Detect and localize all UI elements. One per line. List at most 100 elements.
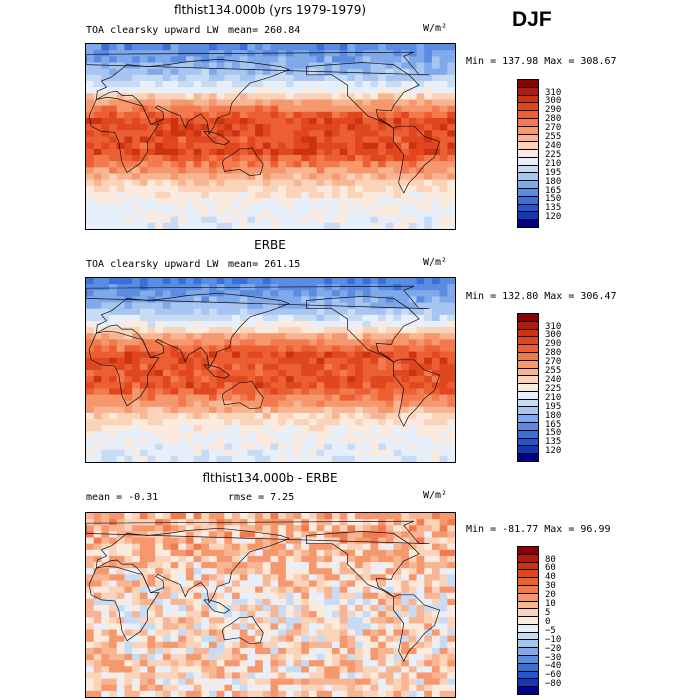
field-cell [362,357,372,365]
field-cell [216,647,225,655]
field-cell [347,678,356,686]
field-cell [193,580,202,588]
field-cell [401,345,410,353]
field-cell [201,684,210,692]
field-cell [385,629,395,637]
field-cell [239,351,249,359]
field-cell [378,302,387,310]
field-cell [224,136,233,144]
field-cell [193,635,202,643]
field-cell [355,44,364,51]
field-cell [147,314,156,322]
field-cell [93,678,102,686]
field-cell [185,68,195,76]
field-cell [362,555,372,563]
coastline [88,330,160,407]
field-cell [224,222,233,229]
field-cell [308,68,318,76]
field-cell [93,222,102,229]
field-cell [339,568,348,575]
field-cell [86,666,95,674]
field-cell [270,370,279,377]
field-cell [285,400,295,408]
field-cell [416,124,425,131]
field-cell [416,455,425,462]
field-cell [209,388,218,396]
field-cell [347,185,356,193]
field-cell [408,382,418,389]
field-cell [101,635,110,643]
field-cell [155,531,164,539]
field-cell [170,690,179,697]
field-cell [270,93,279,101]
field-cell [401,443,410,451]
colorbar-label: 240 [545,374,562,385]
field-cell [101,93,110,101]
field-cell [209,419,218,426]
field-cell [332,357,341,365]
field-cell [393,142,402,150]
field-cell [93,345,102,353]
field-cell [355,400,364,408]
field-cell [155,62,164,70]
field-cell [232,376,241,383]
field-cell [332,81,341,88]
field-cell [378,629,387,637]
field-cell [347,111,356,119]
field-cell [401,678,410,686]
field-cell [86,425,95,432]
field-cell [147,278,156,285]
field-cell [93,68,102,76]
field-cell [316,136,325,144]
field-cell [301,222,310,229]
field-cell [116,647,126,655]
field-cell [285,449,295,457]
field-cell [193,525,202,532]
field-cell [316,382,325,389]
field-cell [370,204,379,212]
field-cell [224,605,233,612]
field-cell [201,222,210,229]
field-cell [86,74,95,82]
field-cell [109,136,118,144]
field-cell [155,222,164,229]
field-cell [393,136,402,144]
field-cell [378,388,387,396]
field-cell [86,105,95,113]
field-cell [185,327,195,334]
field-cell [324,314,333,322]
field-cell [86,598,95,606]
field-cell [109,308,118,316]
field-cell [124,690,133,697]
colorbar-label: 180 [545,410,562,421]
field-cell [109,148,118,156]
field-cell [393,525,402,532]
field-cell [324,629,333,637]
field-cell [424,363,433,371]
field-cell [362,167,372,175]
field-cell [132,666,141,674]
field-cell [155,647,164,655]
field-cell [370,611,379,618]
field-cell [408,192,418,199]
field-cell [132,678,141,686]
field-cell [347,68,356,76]
field-cell [393,412,402,420]
field-cell [262,672,272,680]
field-cell [447,568,455,575]
field-cell [362,549,372,557]
field-cell [431,308,441,316]
field-cell [201,605,210,612]
field-cell [439,216,448,224]
field-cell [109,660,118,667]
field-cell [170,549,179,557]
field-cell [408,68,418,76]
field-cell [155,198,164,205]
field-cell [362,87,372,94]
field-cell [116,623,126,631]
field-cell [370,586,379,594]
field-cell [155,74,164,82]
field-cell [332,204,341,212]
field-cell [232,333,241,340]
field-cell [416,537,425,545]
